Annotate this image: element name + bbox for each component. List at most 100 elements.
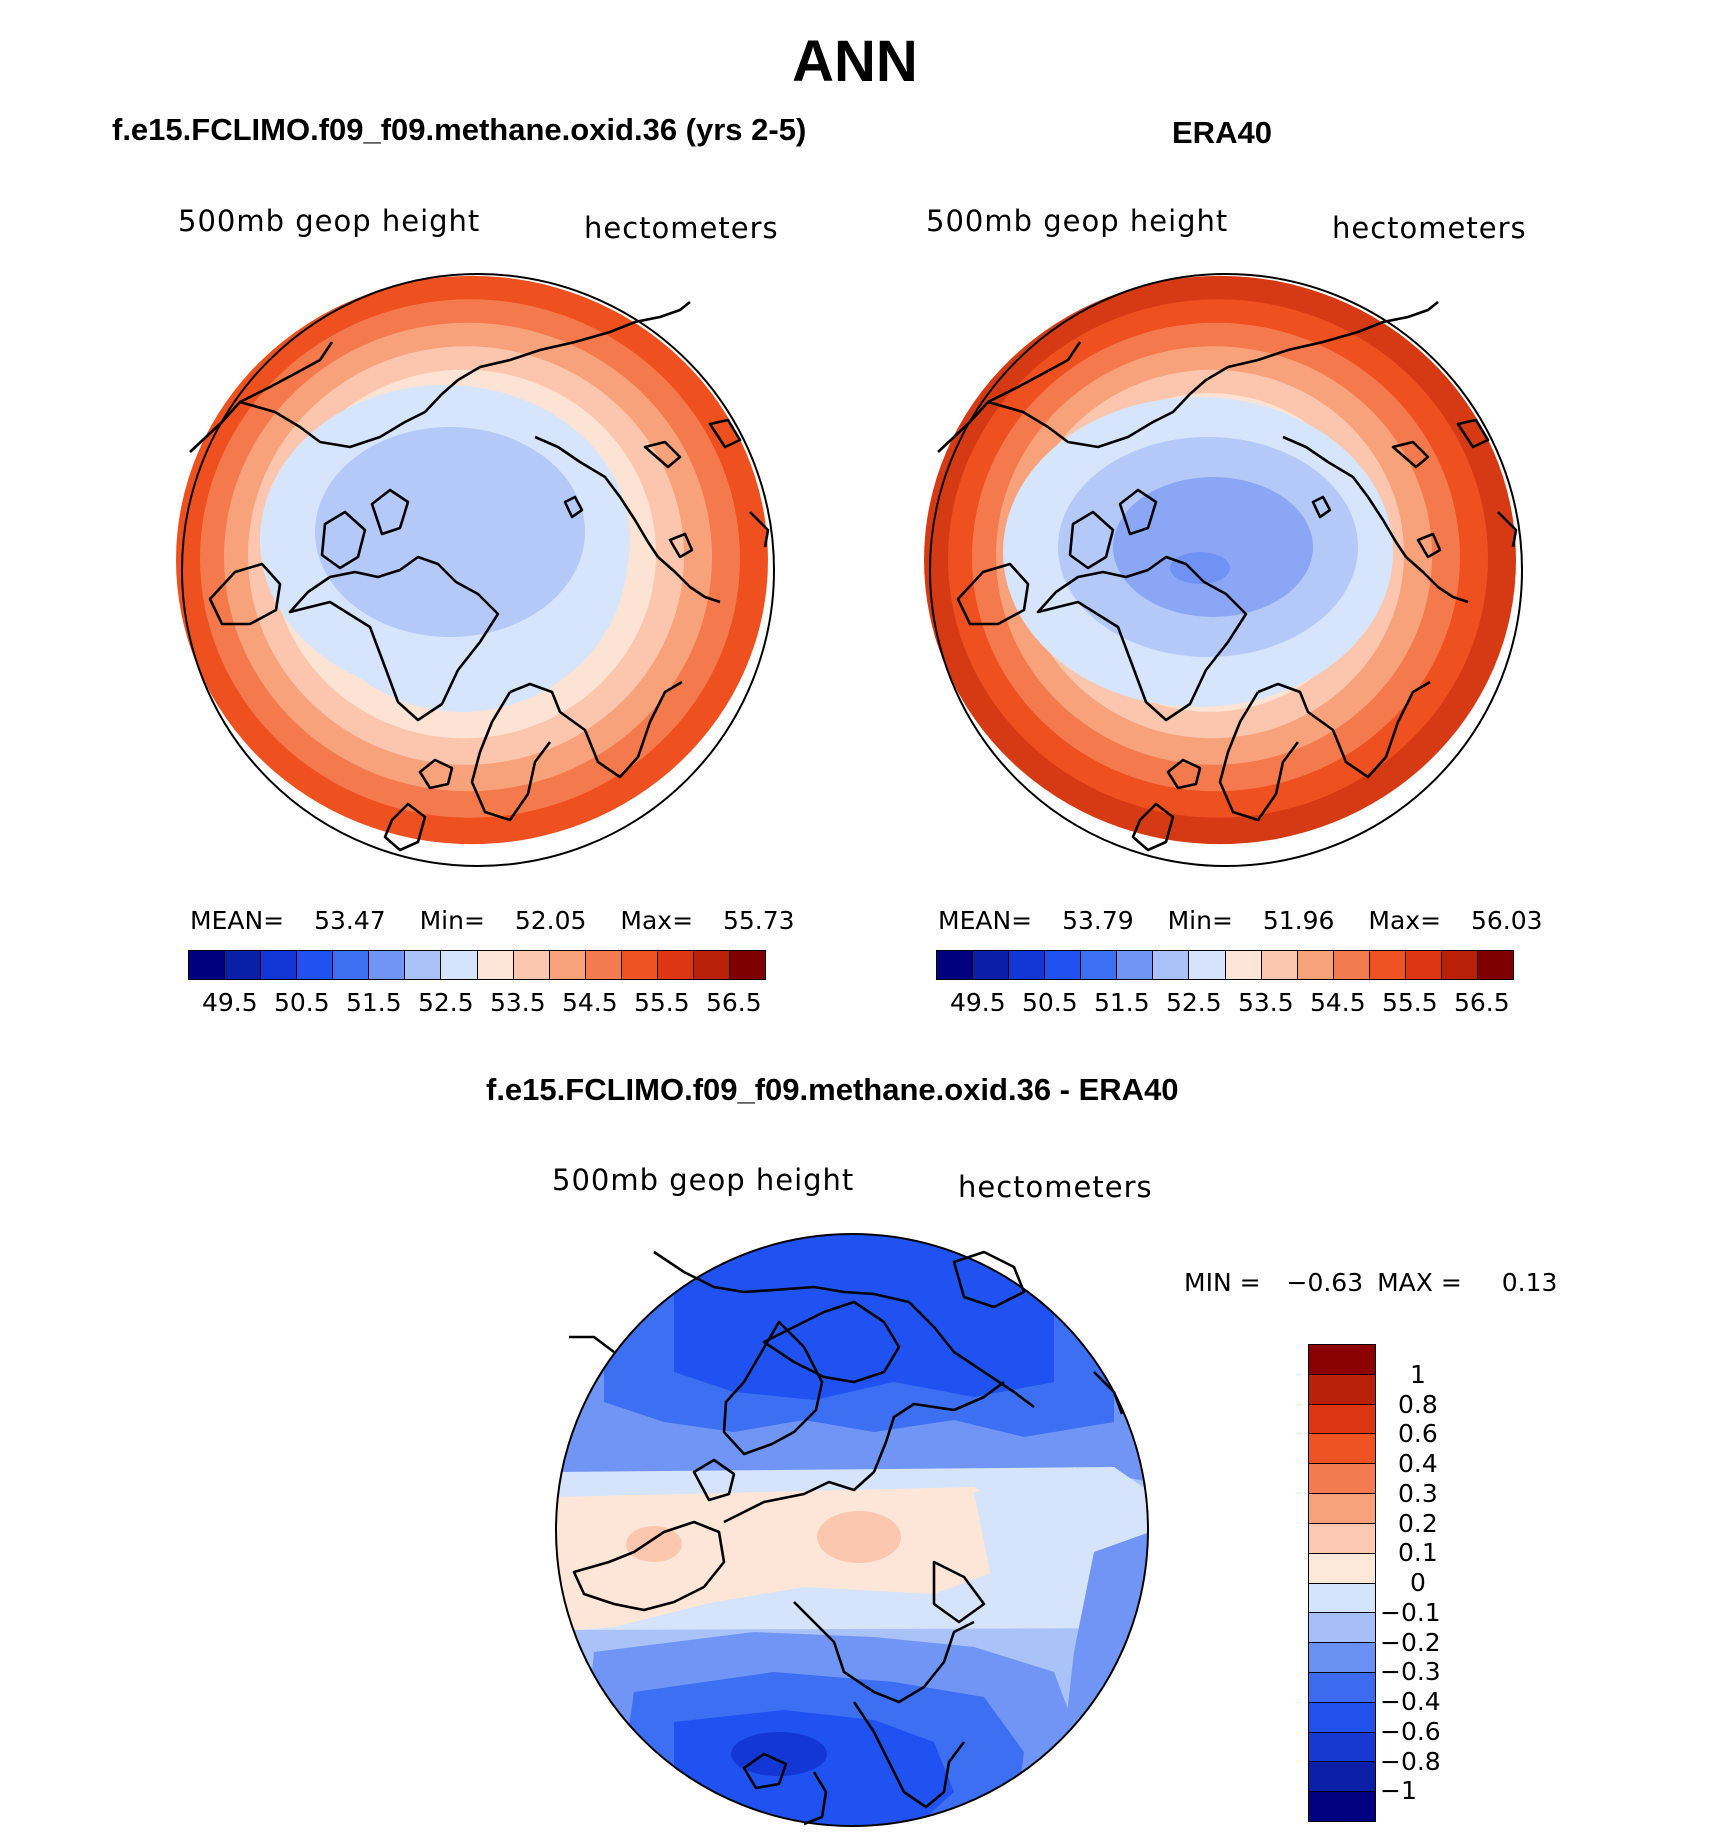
panel3-colorbar-tick-label: −0.8: [1380, 1746, 1441, 1776]
panel3-colorbar-swatch: [1309, 1374, 1375, 1405]
panel1-colorbar-tick-label: 56.5: [706, 988, 762, 1017]
panel3-colorbar-swatch: [1309, 1792, 1375, 1821]
panel3-colorbar-swatch: [1309, 1613, 1375, 1644]
panel2-colorbar: [936, 950, 1514, 980]
panel3-colorbar-tick-label: −0.1: [1380, 1597, 1441, 1627]
panel2-colorbar-tick-label: 55.5: [1382, 988, 1438, 1017]
panel3-max-value: 0.13: [1501, 1268, 1558, 1297]
panel2-colorbar-swatch: [1476, 951, 1513, 979]
panel3-colorbar-swatch: [1309, 1494, 1375, 1524]
panel3-coastlines: [569, 1250, 1124, 1826]
panel3-colorbar-labels: −1 −0.8 −0.6 −0.4 −0.3 −0.2 −0.1 0 0.1 0.2 0.3 0.4 0…: [1380, 1344, 1480, 1820]
panel2-stats: MEAN= 53.79 Min= 51.96 Max= 56.03: [938, 906, 1543, 935]
panel3-polar-map: [555, 1233, 1149, 1827]
panel3-colorbar-tick-label: −1: [1380, 1776, 1417, 1806]
panel2-colorbar-tick-label: 49.5: [950, 988, 1006, 1017]
panel2-colorbar-swatch: [1224, 951, 1261, 979]
panel3-colorbar-tick-label: −0.6: [1380, 1716, 1441, 1746]
panel3-colorbar-tick-label: 0.8: [1398, 1389, 1438, 1419]
panel2-colorbar-swatch: [1440, 951, 1477, 979]
panel2-polar-map: [924, 273, 1523, 867]
panel2-low-center: [1003, 397, 1393, 707]
panel1-colorbar-swatch: [189, 951, 225, 979]
panel1-colorbar-swatch: [584, 951, 621, 979]
panel3-colorbar-swatch: [1309, 1583, 1375, 1614]
panel1-units-label: hectometers: [584, 211, 779, 245]
panel3-colorbar-swatch: [1309, 1345, 1375, 1375]
panel1-coastlines: [189, 300, 770, 852]
panel1-colorbar-tick-label: 53.5: [490, 988, 546, 1017]
panel3-max-label: MAX =: [1377, 1268, 1462, 1297]
panel1-colorbar-swatch: [512, 951, 549, 979]
panel3-colorbar-tick-label: 0: [1410, 1568, 1426, 1597]
panel1-colorbar-swatch: [476, 951, 513, 979]
panel2-colorbar-tick-label: 52.5: [1166, 988, 1222, 1017]
panel2-colorbar-swatch: [1332, 951, 1369, 979]
panel1-colorbar-swatch: [692, 951, 729, 979]
panel1-colorbar-swatch: [260, 951, 297, 979]
panel1-colorbar-tick-label: 49.5: [202, 988, 258, 1017]
panel3-colorbar-swatch: [1309, 1553, 1375, 1584]
panel2-title: ERA40: [1172, 115, 1272, 150]
panel2-colorbar-swatch: [972, 951, 1009, 979]
panel3-colorbar-swatch: [1309, 1434, 1375, 1465]
panel2-colorbar-swatch: [1152, 951, 1189, 979]
panel1-colorbar-tick-label: 52.5: [418, 988, 474, 1017]
panel1-colorbar-swatch: [404, 951, 441, 979]
panel2-colorbar-swatch: [1368, 951, 1405, 979]
panel2-colorbar-tick-label: 50.5: [1022, 988, 1078, 1017]
panel3-colorbar-swatch: [1309, 1762, 1375, 1793]
panel1-mean-label: MEAN=: [190, 906, 285, 935]
panel1-colorbar-swatch: [548, 951, 585, 979]
panel2-max-value: 56.03: [1471, 906, 1543, 935]
panel2-colorbar-tick-label: 54.5: [1310, 988, 1366, 1017]
panel2-colorbar-swatch: [1044, 951, 1081, 979]
panel1-colorbar-swatch: [440, 951, 477, 979]
panel2-colorbar-swatch: [1296, 951, 1333, 979]
panel3-colorbar-tick-label: 0.6: [1398, 1419, 1438, 1449]
panel2-colorbar-swatch: [1260, 951, 1297, 979]
panel1-max-label: Max=: [620, 906, 694, 935]
panel2-colorbar-tick-label: 56.5: [1454, 988, 1510, 1017]
panel1-colorbar-swatch: [728, 951, 765, 979]
panel1-max-value: 55.73: [723, 906, 795, 935]
panel3-colorbar-swatch: [1309, 1702, 1375, 1733]
panel1-variable-label: 500mb geop height: [178, 204, 481, 238]
panel2-colorbar-swatch: [1188, 951, 1225, 979]
panel3-units-label: hectometers: [958, 1170, 1153, 1204]
panel2-min-label: Min=: [1167, 906, 1233, 935]
panel2-mean-label: MEAN=: [938, 906, 1033, 935]
panel1-title: f.e15.FCLIMO.f09_f09.methane.oxid.36 (yr…: [112, 112, 807, 147]
panel1-colorbar-tick-label: 50.5: [274, 988, 330, 1017]
panel3-variable-label: 500mb geop height: [552, 1163, 855, 1197]
panel2-mean-value: 53.79: [1062, 906, 1134, 935]
panel2-colorbar-swatch: [937, 951, 973, 979]
panel3-colorbar: [1308, 1344, 1376, 1822]
panel3-range: MIN = −0.63 MAX = 0.13: [1184, 1268, 1557, 1297]
panel3-colorbar-tick-label: −0.2: [1380, 1627, 1441, 1657]
panel2-variable-label: 500mb geop height: [926, 204, 1229, 238]
panel1-polar-map: [176, 273, 775, 867]
panel2-colorbar-labels: 49.5 50.5 51.5 52.5 53.5 54.5 55.5 56.5: [936, 988, 1556, 1018]
panel1-colorbar-tick-label: 55.5: [634, 988, 690, 1017]
panel2-colorbar-swatch: [1404, 951, 1441, 979]
panel3-colorbar-tick-label: 0.1: [1398, 1538, 1438, 1568]
panel2-colorbar-swatch: [1116, 951, 1153, 979]
panel2-map-boundary: [929, 273, 1523, 867]
panel3-colorbar-tick-label: 0.3: [1398, 1478, 1438, 1508]
panel2-colorbar-swatch: [1080, 951, 1117, 979]
panel1-colorbar-tick-label: 54.5: [562, 988, 618, 1017]
panel3-colorbar-swatch: [1309, 1523, 1375, 1554]
panel1-min-label: Min=: [419, 906, 485, 935]
panel3-colorbar-swatch: [1309, 1643, 1375, 1673]
panel1-colorbar-swatch: [368, 951, 405, 979]
panel2-min-value: 51.96: [1262, 906, 1335, 935]
panel1-low-center: [260, 385, 630, 695]
panel1-colorbar-swatch: [620, 951, 657, 979]
panel3-min-value: −0.63: [1286, 1268, 1364, 1297]
panel1-colorbar-labels: 49.5 50.5 51.5 52.5 53.5 54.5 55.5 56.5: [188, 988, 808, 1018]
panel3-colorbar-tick-label: −0.4: [1380, 1687, 1441, 1716]
panel1-map-boundary: [181, 273, 775, 867]
panel1-colorbar-swatch: [332, 951, 369, 979]
panel3-colorbar-swatch: [1309, 1404, 1375, 1435]
